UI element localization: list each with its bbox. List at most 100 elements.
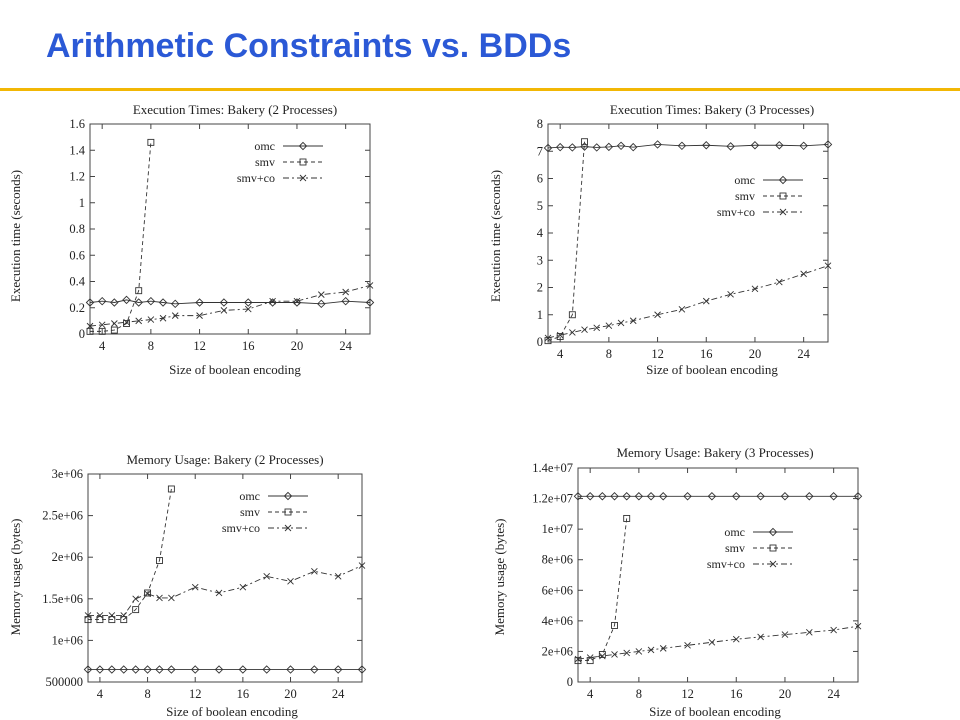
data-point [647, 646, 655, 654]
data-point [683, 492, 692, 501]
y-tick-label: 3e+06 [52, 467, 83, 481]
data-point [659, 645, 667, 652]
plot-frame [547, 123, 829, 343]
data-point [599, 652, 606, 660]
data-point [556, 331, 564, 339]
y-tick-label: 3 [537, 253, 543, 267]
data-point [120, 616, 128, 624]
data-point [593, 324, 601, 332]
data-point [147, 316, 155, 323]
plot-area: 500000 1e+06 1.5e+06 2e+06 2.5e+06 3e+06 4 8 12 1… [42, 467, 367, 701]
data-point [726, 142, 735, 151]
data-point [555, 142, 565, 152]
y-tick-label: 2e+06 [52, 550, 83, 564]
y-tick-label: 0 [537, 335, 543, 349]
data-point [159, 314, 167, 322]
series-line-smv [90, 142, 152, 332]
data-point [604, 142, 614, 152]
plot-frame [87, 473, 363, 683]
data-point [629, 317, 637, 325]
data-point [171, 312, 179, 319]
data-point [556, 333, 564, 341]
data-point [598, 651, 606, 658]
data-point [824, 262, 832, 270]
series-line-smv [547, 141, 585, 342]
x-tick-label: 12 [193, 339, 206, 353]
x-tick-label: 4 [557, 347, 564, 361]
data-point [646, 492, 656, 501]
x-tick-label: 8 [636, 687, 642, 701]
data-point [568, 311, 576, 319]
data-point [98, 327, 106, 335]
data-point [357, 665, 367, 674]
y-tick-label: 2.5e+06 [42, 509, 83, 523]
data-point [135, 317, 143, 325]
y-tick-label: 7 [537, 144, 543, 158]
data-point [581, 326, 588, 334]
chart-title: Memory Usage: Bakery (3 Processes) [616, 445, 813, 460]
data-point [317, 291, 325, 298]
data-point [120, 612, 128, 619]
x-tick-label: 20 [779, 687, 792, 701]
data-point [580, 142, 589, 151]
y-tick-label: 0.8 [69, 222, 85, 236]
data-point [581, 138, 588, 146]
data-point [585, 492, 595, 501]
data-point [775, 141, 784, 150]
data-point [800, 270, 807, 278]
data-point [805, 492, 814, 501]
legend-label: smv [255, 155, 275, 169]
data-point [544, 334, 552, 342]
x-tick-label: 24 [827, 687, 840, 701]
y-axis-label: Execution time (seconds) [488, 170, 503, 302]
data-point [569, 329, 576, 336]
data-point [573, 492, 583, 501]
y-tick-label: 4e+06 [542, 614, 573, 628]
data-point [83, 665, 93, 674]
data-point [119, 665, 128, 674]
data-point [167, 665, 176, 674]
legend-label: smv+co [237, 171, 275, 185]
y-tick-label: 0.6 [69, 248, 85, 262]
y-tick-label: 1.4e+07 [532, 461, 573, 475]
data-point [727, 290, 734, 298]
legend-marker [769, 544, 777, 552]
y-tick-label: 1.6 [69, 117, 85, 131]
series-line-smv-plus-co [88, 565, 363, 616]
data-point [750, 141, 760, 150]
data-point [146, 296, 156, 306]
legend-label: omc [254, 139, 275, 153]
data-point [622, 492, 631, 501]
data-point [214, 665, 224, 674]
x-tick-label: 16 [730, 687, 743, 701]
data-point [830, 626, 837, 634]
x-axis-label: Size of boolean encoding [166, 704, 298, 719]
data-point [156, 594, 163, 602]
data-point [611, 651, 618, 658]
data-point [623, 649, 631, 657]
x-tick-label: 20 [291, 339, 304, 353]
data-point [107, 665, 117, 674]
x-tick-label: 8 [148, 339, 154, 353]
legend-label: smv+co [717, 205, 755, 219]
data-point [605, 322, 613, 329]
data-point [310, 665, 319, 674]
x-tick-label: 20 [284, 687, 297, 701]
data-point [286, 665, 295, 674]
x-axis-label: Size of boolean encoding [646, 362, 778, 377]
y-tick-label: 0 [567, 675, 573, 689]
data-point [293, 297, 301, 305]
y-tick-label: 1.2 [69, 170, 85, 184]
data-point [269, 297, 276, 305]
data-point [616, 141, 626, 151]
chart-title: Execution Times: Bakery (3 Processes) [610, 102, 814, 117]
data-point [263, 573, 271, 580]
data-point [568, 143, 577, 152]
data-point [86, 327, 94, 335]
y-tick-label: 2 [537, 281, 543, 295]
data-point [653, 140, 662, 149]
data-point [287, 578, 294, 585]
data-point [155, 665, 164, 674]
data-point [334, 573, 342, 580]
legend-marker [768, 527, 778, 537]
